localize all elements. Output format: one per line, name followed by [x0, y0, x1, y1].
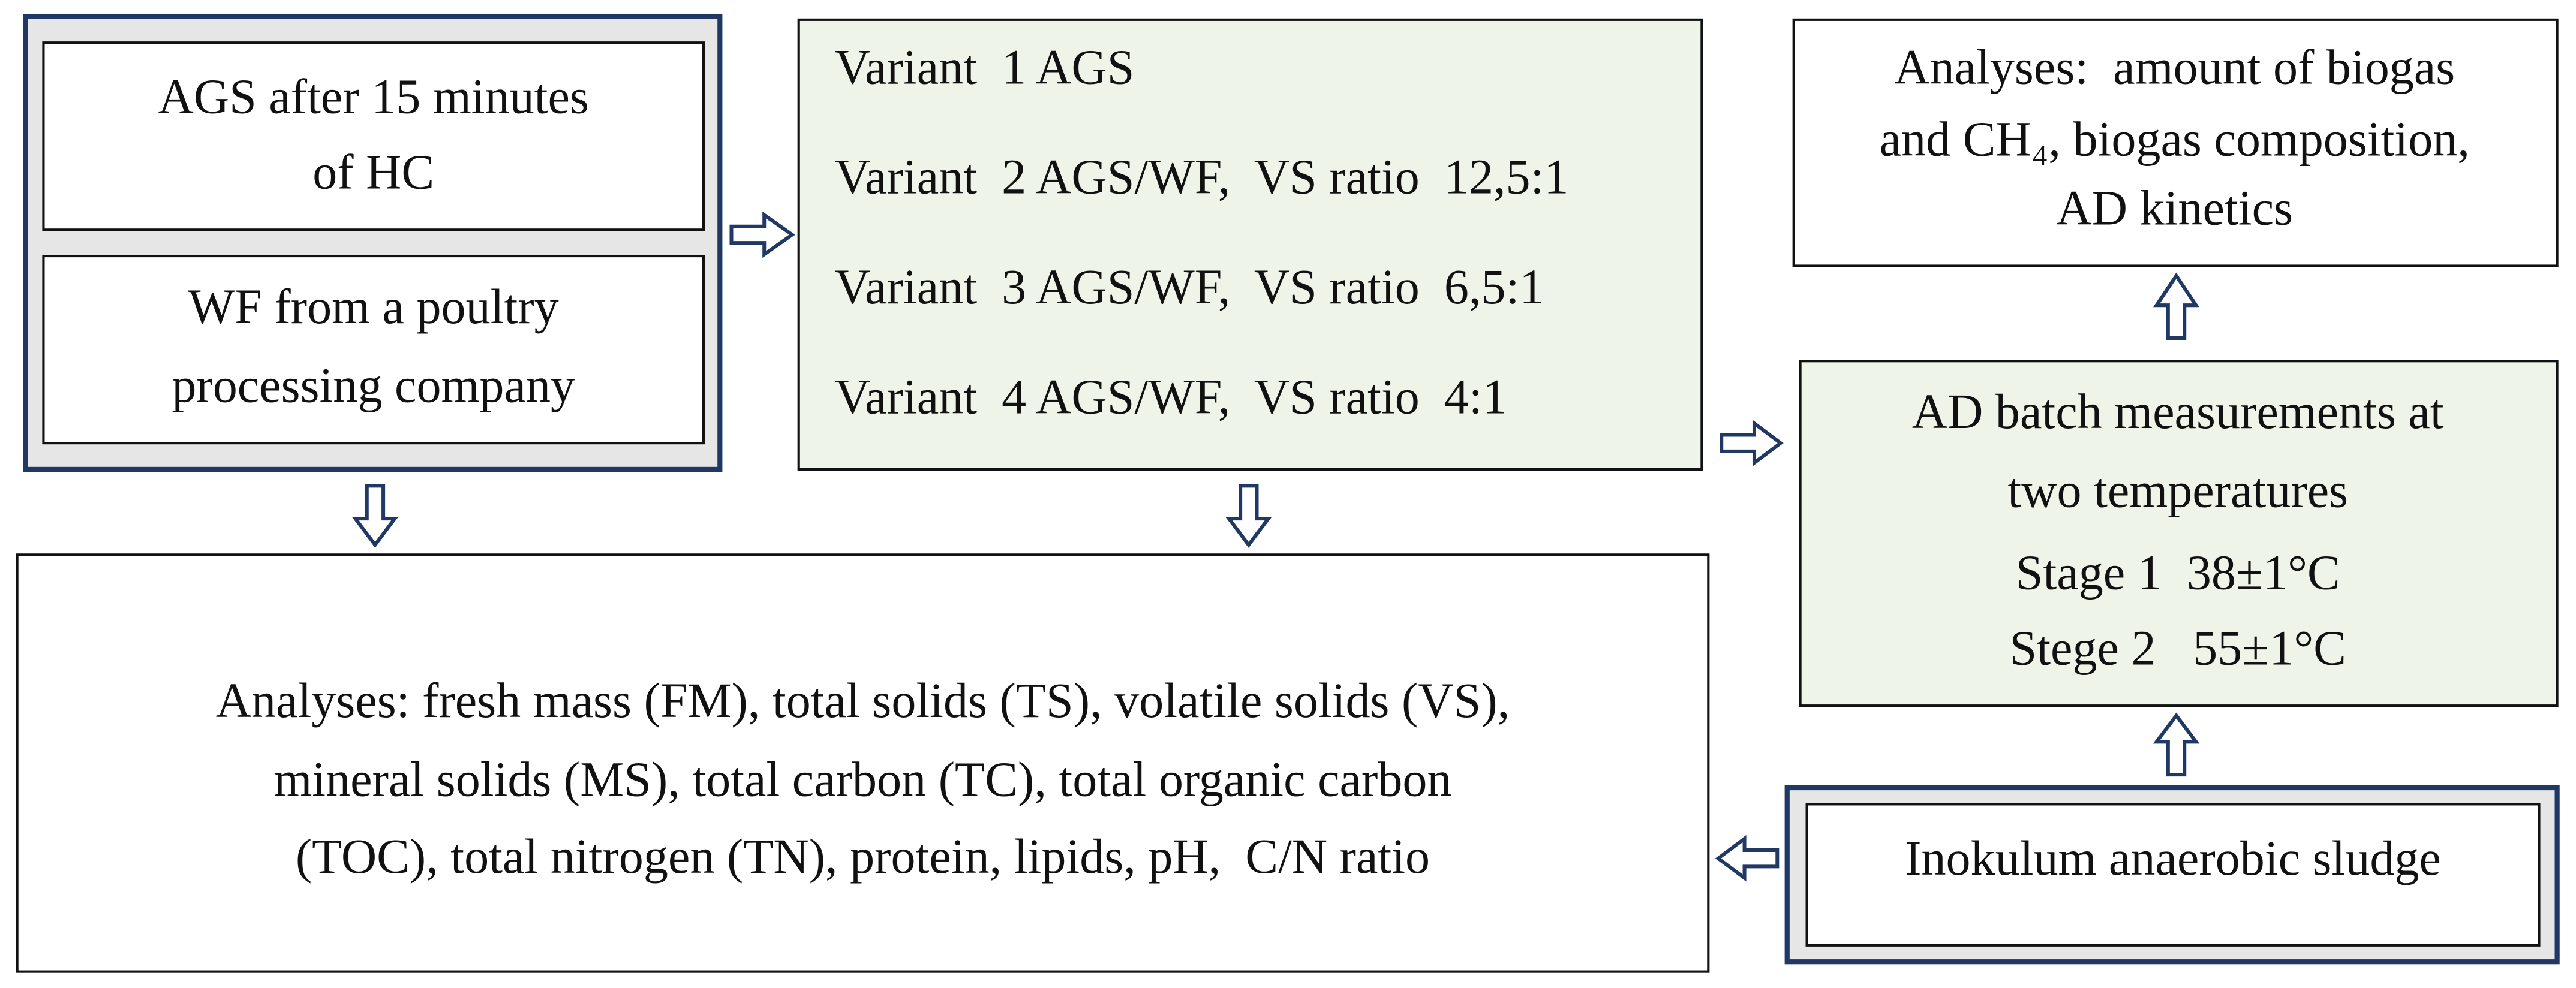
box [797, 18, 1703, 471]
node-text: WF from a poultry [188, 279, 559, 334]
box [1799, 360, 2559, 707]
node-text: Variant 4 AGS/WF, VS ratio 4:1 [835, 370, 1507, 424]
node-text: Inokulum anaerobic sludge [1905, 831, 2441, 885]
box [1805, 803, 2541, 947]
box [42, 41, 705, 231]
node-text: Variant 3 AGS/WF, VS ratio 6,5:1 [835, 260, 1544, 314]
box [1792, 18, 2559, 267]
arrow [2153, 712, 2200, 777]
node-text: Variant 2 AGS/WF, VS ratio 12,5:1 [835, 150, 1569, 204]
node-text: Stage 1 38±1°C [2016, 545, 2340, 600]
node-text: two temperatures [2007, 463, 2348, 518]
node-text: Analyses: amount of biogas [1894, 40, 2455, 94]
node-text: AD batch measurements at [1912, 384, 2444, 439]
arrow [351, 484, 399, 548]
arrow [1225, 484, 1272, 548]
node-text: (TOC), total nitrogen (TN), protein, lip… [296, 829, 1430, 884]
node-text: Stege 2 55±1°C [2010, 620, 2346, 675]
node-text: AD kinetics [2057, 181, 2294, 236]
node-text: Variant 1 AGS [835, 40, 1134, 94]
arrow [1715, 835, 1780, 882]
node-text: of HC [312, 144, 434, 199]
node-text: Analyses: fresh mass (FM), total solids … [216, 673, 1510, 728]
arrow [729, 211, 795, 258]
box [42, 255, 705, 445]
arrow [1720, 420, 1784, 467]
node-text: AGS after 15 minutes [158, 70, 589, 124]
arrow [2153, 272, 2199, 340]
box [16, 553, 1710, 973]
node-text: processing company [172, 358, 575, 412]
node-text: and CH₄, biogas composition, [1880, 112, 2470, 167]
node-text: mineral solids (MS), total carbon (TC), … [273, 752, 1451, 806]
